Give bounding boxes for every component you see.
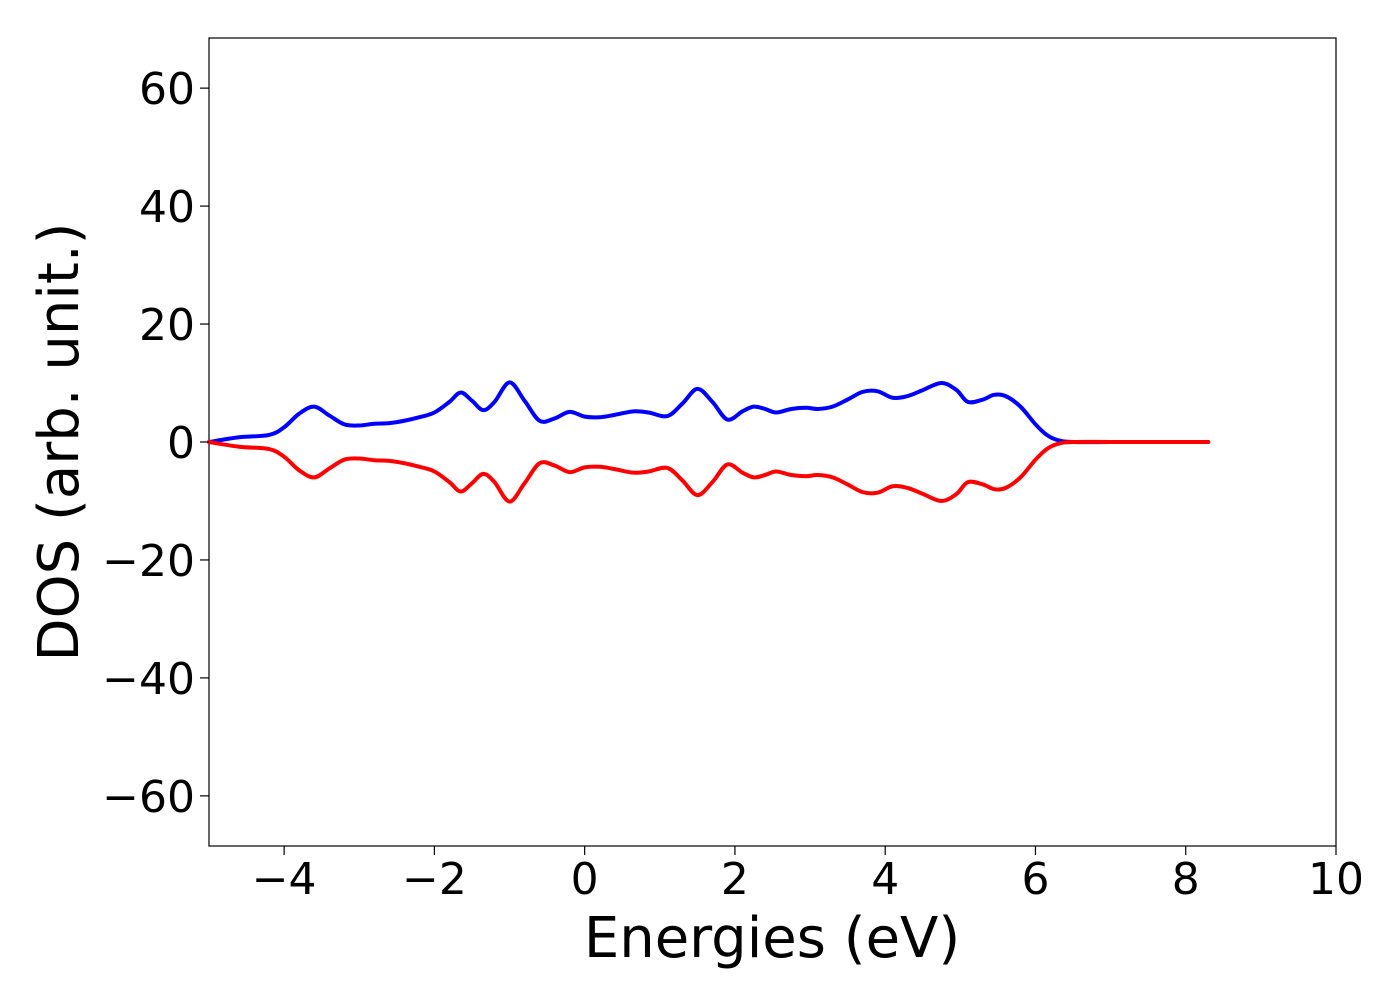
y-tick-label: 20: [139, 300, 195, 351]
y-tick-label: −40: [102, 654, 195, 705]
series-layer: [207, 380, 1211, 504]
y-tick-label: −60: [102, 772, 195, 823]
y-tick-label: 40: [139, 182, 195, 233]
y-axis-label: DOS (arb. unit.): [27, 222, 92, 661]
x-tick-label: −2: [402, 854, 467, 905]
series-line-spin-down: [207, 439, 1211, 504]
x-tick-label: 0: [571, 854, 599, 905]
y-tick-label: 0: [167, 418, 195, 469]
x-tick-label: 8: [1172, 854, 1200, 905]
x-tick-label: 6: [1021, 854, 1049, 905]
x-tick-label: 2: [721, 854, 749, 905]
y-axis-ticks: −60 −40 −20 0 20 40 60: [102, 64, 209, 823]
series-line-spin-up: [207, 380, 1211, 445]
x-tick-label: 10: [1308, 854, 1364, 905]
y-tick-label: 60: [139, 64, 195, 115]
x-axis-ticks: −4 −2 0 2 4 6 8 10: [252, 846, 1364, 905]
x-tick-label: 4: [871, 854, 899, 905]
x-tick-label: −4: [252, 854, 317, 905]
y-tick-label: −20: [102, 536, 195, 587]
x-axis-label: Energies (eV): [584, 906, 960, 971]
